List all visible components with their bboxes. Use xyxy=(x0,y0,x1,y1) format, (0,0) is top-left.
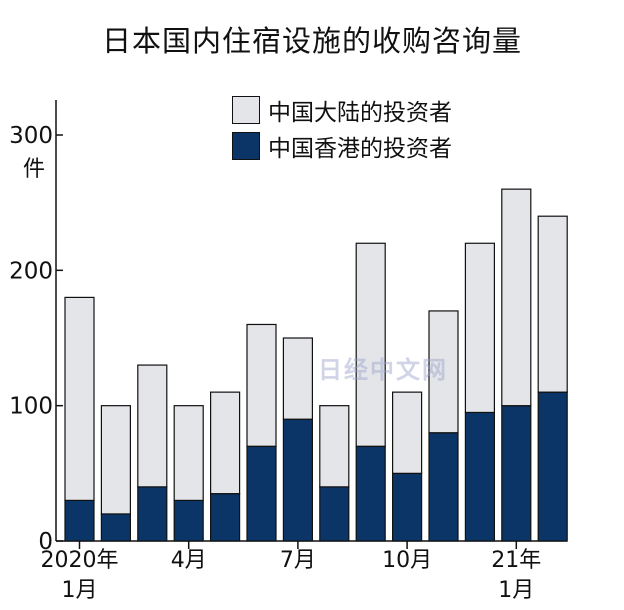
bar-segment-hongkong xyxy=(319,486,350,542)
x-tick-label: 1月 xyxy=(498,578,534,603)
bar-segment-mainland xyxy=(355,242,386,447)
bar-segment-mainland xyxy=(464,242,495,414)
bar-segment-hongkong xyxy=(64,499,95,542)
bar-segment-mainland xyxy=(100,405,132,515)
watermark: 日经中文网 xyxy=(318,356,448,384)
legend-item-hongkong: 中国香港的投资者 xyxy=(232,130,452,162)
bar-segment-hongkong xyxy=(355,445,386,542)
x-tick-label: 1月 xyxy=(62,578,98,603)
bar-segment-hongkong xyxy=(210,493,241,542)
x-tick-label: 7月 xyxy=(280,548,316,573)
legend-item-mainland: 中国大陆的投资者 xyxy=(232,94,452,126)
bar-segment-mainland xyxy=(246,323,277,447)
bar-segment-mainland xyxy=(501,188,532,407)
bar-segment-mainland xyxy=(428,310,459,434)
y-tick-label: 300 xyxy=(9,123,53,149)
legend-label-hongkong: 中国香港的投资者 xyxy=(268,136,452,162)
y-tick-label: 0 xyxy=(38,529,53,555)
legend-swatch-mainland xyxy=(232,96,260,124)
chart-title: 日本国内住宿设施的收购咨询量 xyxy=(101,24,522,58)
bar-segment-mainland xyxy=(210,391,241,495)
bar-segment-mainland xyxy=(137,364,168,488)
y-tick-label: 200 xyxy=(9,258,53,284)
legend-swatch-hongkong xyxy=(232,132,260,160)
bar-segment-hongkong xyxy=(173,499,204,542)
bar-segment-hongkong xyxy=(501,405,532,542)
bar-segment-hongkong xyxy=(392,472,423,542)
bar-segment-hongkong xyxy=(428,432,459,542)
bar-segment-hongkong xyxy=(100,513,132,542)
bar-segment-mainland xyxy=(282,337,313,420)
bar-segment-mainland xyxy=(319,405,350,488)
bar-segment-hongkong xyxy=(537,391,568,542)
bar-segment-hongkong xyxy=(137,486,168,542)
bar-segment-hongkong xyxy=(246,445,277,542)
x-tick-label: 2020年 xyxy=(41,548,119,573)
x-tick-label: 10月 xyxy=(382,548,432,573)
bar-segment-mainland xyxy=(173,405,204,501)
bar-segment-mainland xyxy=(64,296,95,501)
x-tick-label: 4月 xyxy=(171,548,207,573)
x-tick-label: 21年 xyxy=(491,548,541,573)
y-tick-label: 100 xyxy=(9,394,53,420)
bar-segment-mainland xyxy=(392,391,423,474)
bars xyxy=(64,188,568,542)
y-axis-unit: 件 xyxy=(23,157,45,182)
legend-label-mainland: 中国大陆的投资者 xyxy=(268,100,452,126)
tick-labels: 0 100 200 300 件 2020年 1月 4月 7月 10月 21年 1月 xyxy=(9,123,541,603)
bar-segment-mainland xyxy=(537,215,568,393)
bar-segment-hongkong xyxy=(464,411,495,542)
bar-segment-hongkong xyxy=(282,418,313,542)
